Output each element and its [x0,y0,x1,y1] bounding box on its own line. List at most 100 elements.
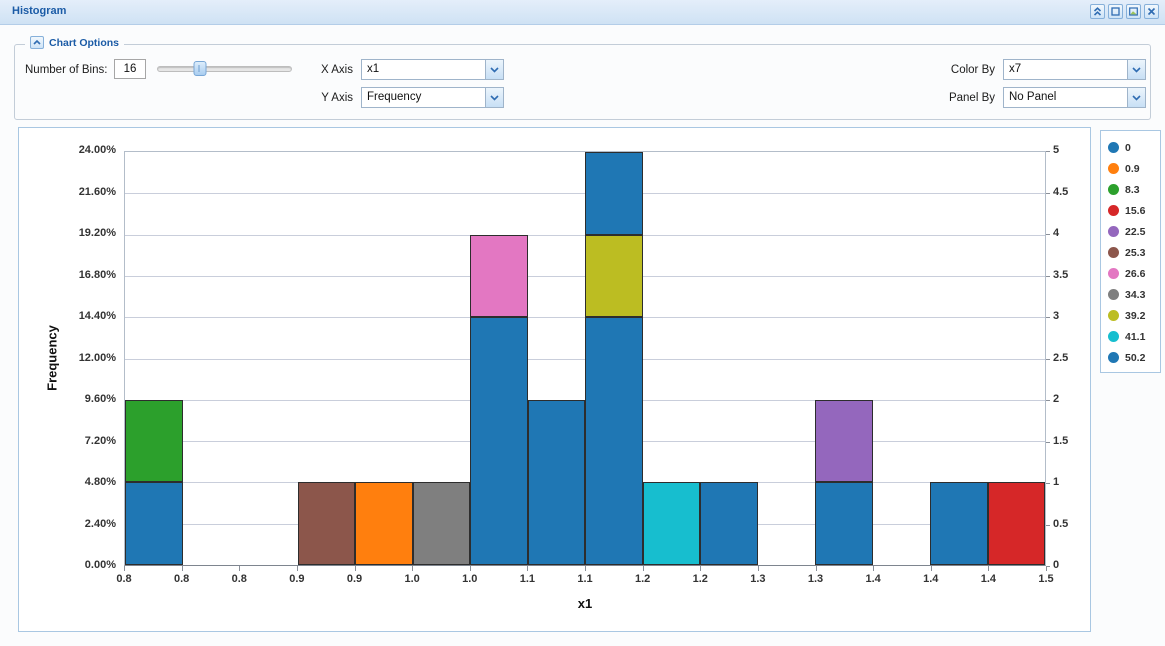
bar-segment[interactable] [585,317,643,565]
legend-item[interactable]: 15.6 [1108,200,1160,221]
bins-slider-handle[interactable] [193,61,207,76]
x-axis-tick-label: 1.1 [577,573,593,585]
legend-item-label: 0.9 [1125,162,1140,175]
legend-item[interactable]: 39.2 [1108,305,1160,326]
legend-item[interactable]: 22.5 [1108,221,1160,242]
bar-segment[interactable] [412,482,470,565]
x-axis-select[interactable]: x1 [361,59,504,80]
y-axis-tick-label-right: 4.5 [1053,185,1069,198]
legend-item[interactable]: 25.3 [1108,242,1160,263]
legend-color-dot [1108,184,1119,195]
axis-tick-mark [1046,400,1050,401]
legend-color-dot [1108,310,1119,321]
bins-input[interactable] [114,59,146,79]
x-axis-tick-label: 1.3 [750,573,766,585]
axis-tick-mark [469,566,471,571]
y-axis-tick-label-right: 5 [1053,144,1060,156]
legend-item-label: 25.3 [1125,246,1146,259]
bar-segment[interactable] [470,234,528,318]
x-axis-label: X Axis [321,64,353,76]
legend-item-label: 26.6 [1125,267,1146,280]
legend-item-label: 0 [1125,141,1131,154]
bar-segment[interactable] [815,399,873,483]
legend-item[interactable]: 8.3 [1108,179,1160,200]
export-image-button[interactable] [1126,4,1141,19]
legend-color-dot [1108,331,1119,342]
bins-slider-track[interactable] [157,66,292,72]
legend-item[interactable]: 41.1 [1108,326,1160,347]
bar-segment[interactable] [700,482,758,565]
x-axis-tick-label: 1.2 [634,573,651,585]
window-controls [1090,4,1159,19]
axis-tick-mark [1046,358,1050,360]
bar-segment[interactable] [987,482,1045,565]
axis-tick-mark [296,566,298,571]
bar-segment[interactable] [815,482,873,565]
histogram-chart-panel: Frequency x1 24.00% 5 21.60% 4.5 19.20% 4 16.8… [18,127,1091,632]
chart-options-panel: Chart Options Number of Bins: X Axis x1 … [14,36,1151,120]
x-axis-tick-label: 0.9 [346,573,363,585]
plot-area[interactable] [124,151,1046,566]
legend-color-dot [1108,247,1119,258]
legend-color-dot [1108,352,1119,363]
bins-slider[interactable] [157,60,292,76]
legend-item-label: 39.2 [1125,309,1146,322]
axis-tick-mark [930,566,932,571]
color-by-selected-value: x7 [1009,63,1022,75]
axis-tick-mark [1046,317,1050,318]
y-axis-tick-label-right: 2.5 [1053,351,1069,364]
color-by-select[interactable]: x7 [1003,59,1146,80]
maximize-button[interactable] [1108,4,1123,19]
legend-item[interactable]: 0 [1108,137,1160,158]
y-axis-tick-label-left: 24.00% [78,144,116,156]
bar-segment[interactable] [642,482,700,565]
y-axis-tick-label-left: 4.80% [84,476,116,488]
bar-segment[interactable] [470,317,528,565]
color-by-label: Color By [950,64,995,76]
x-axis-tick-label: 1.4 [923,573,939,585]
legend-color-dot [1108,268,1119,279]
x-axis-tick-label: 0.8 [231,573,247,585]
axis-tick-mark [1046,483,1050,484]
collapse-panel-button[interactable] [1090,4,1105,19]
axis-tick-mark [1046,566,1050,567]
axis-tick-mark [1046,275,1050,277]
x-axis-tick-label: 1.4 [865,573,881,585]
x-axis-tick-label: 0.8 [116,573,132,585]
y-axis-tick-label-left: 16.80% [78,268,116,281]
chevron-down-icon [1127,88,1145,107]
bar-segment[interactable] [125,399,183,483]
x-axis-title: x1 [577,596,593,611]
bar-segment[interactable] [930,482,988,565]
legend-item[interactable]: 34.3 [1108,284,1160,305]
legend-color-dot [1108,289,1119,300]
bar-segment[interactable] [355,482,413,565]
axis-tick-mark [354,566,356,571]
y-axis-tick-label-left: 14.40% [78,310,116,322]
x-axis-tick-label: 1.0 [462,573,478,585]
y-axis-select[interactable]: Frequency [361,87,504,108]
panel-by-select[interactable]: No Panel [1003,87,1146,108]
y-axis-tick-label-right: 1.5 [1053,434,1069,447]
axis-tick-mark [815,566,817,571]
y-axis-tick-label-left: 7.20% [84,434,116,447]
y-axis-tick-label-left: 0.00% [84,559,116,571]
legend-item[interactable]: 0.9 [1108,158,1160,179]
bar-segment[interactable] [585,234,643,318]
bar-segment[interactable] [527,399,585,565]
close-button[interactable] [1144,4,1159,19]
chevron-down-icon [485,88,503,107]
color-legend: 0 0.9 8.3 15.6 22.5 25.3 26.6 34.3 39.2 41.1 50.2 [1100,130,1161,373]
bar-segment[interactable] [297,482,355,565]
legend-color-dot [1108,163,1119,174]
bar-segment[interactable] [125,482,183,565]
legend-item[interactable]: 50.2 [1108,347,1160,368]
axis-tick-mark [873,566,875,571]
legend-item-label: 41.1 [1125,330,1146,343]
collapse-options-button[interactable] [30,36,44,49]
y-axis-label: Y Axis [321,92,353,104]
legend-item-label: 22.5 [1125,225,1146,238]
bar-segment[interactable] [585,152,643,235]
window-title: Histogram [12,5,67,17]
legend-item[interactable]: 26.6 [1108,263,1160,284]
